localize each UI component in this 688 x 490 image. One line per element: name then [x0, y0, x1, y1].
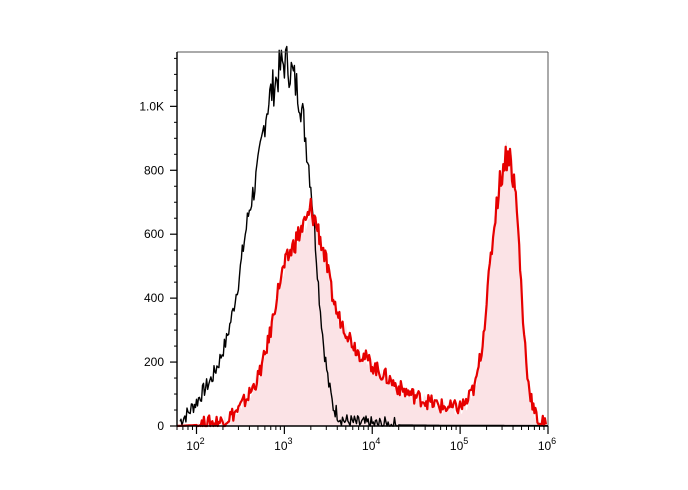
x-tick-base: 10 — [274, 439, 288, 453]
x-tick-exponent: 2 — [200, 436, 205, 446]
y-tick-label: 600 — [144, 227, 164, 241]
y-tick-label: 800 — [144, 163, 164, 177]
y-tick-label: 1.0K — [139, 99, 164, 113]
x-tick-base: 10 — [186, 439, 200, 453]
x-tick-exponent: 6 — [551, 436, 556, 446]
y-tick-label: 0 — [157, 419, 164, 433]
x-tick-label: 106 — [538, 436, 556, 453]
x-tick-exponent: 5 — [463, 436, 468, 446]
x-tick-label: 105 — [450, 436, 468, 453]
series-layer — [176, 45, 548, 428]
x-tick-label: 103 — [274, 436, 292, 453]
x-tick-base: 10 — [362, 439, 376, 453]
x-tick-exponent: 4 — [375, 436, 380, 446]
x-tick-label: 102 — [186, 436, 204, 453]
x-tick-exponent: 3 — [288, 436, 293, 446]
x-tick-label: 104 — [362, 436, 380, 453]
series-1-line — [176, 145, 548, 428]
x-tick-base: 10 — [538, 439, 552, 453]
x-tick-base: 10 — [450, 439, 464, 453]
series-1-area — [177, 140, 546, 426]
y-tick-label: 200 — [144, 355, 164, 369]
y-tick-label: 400 — [144, 291, 164, 305]
